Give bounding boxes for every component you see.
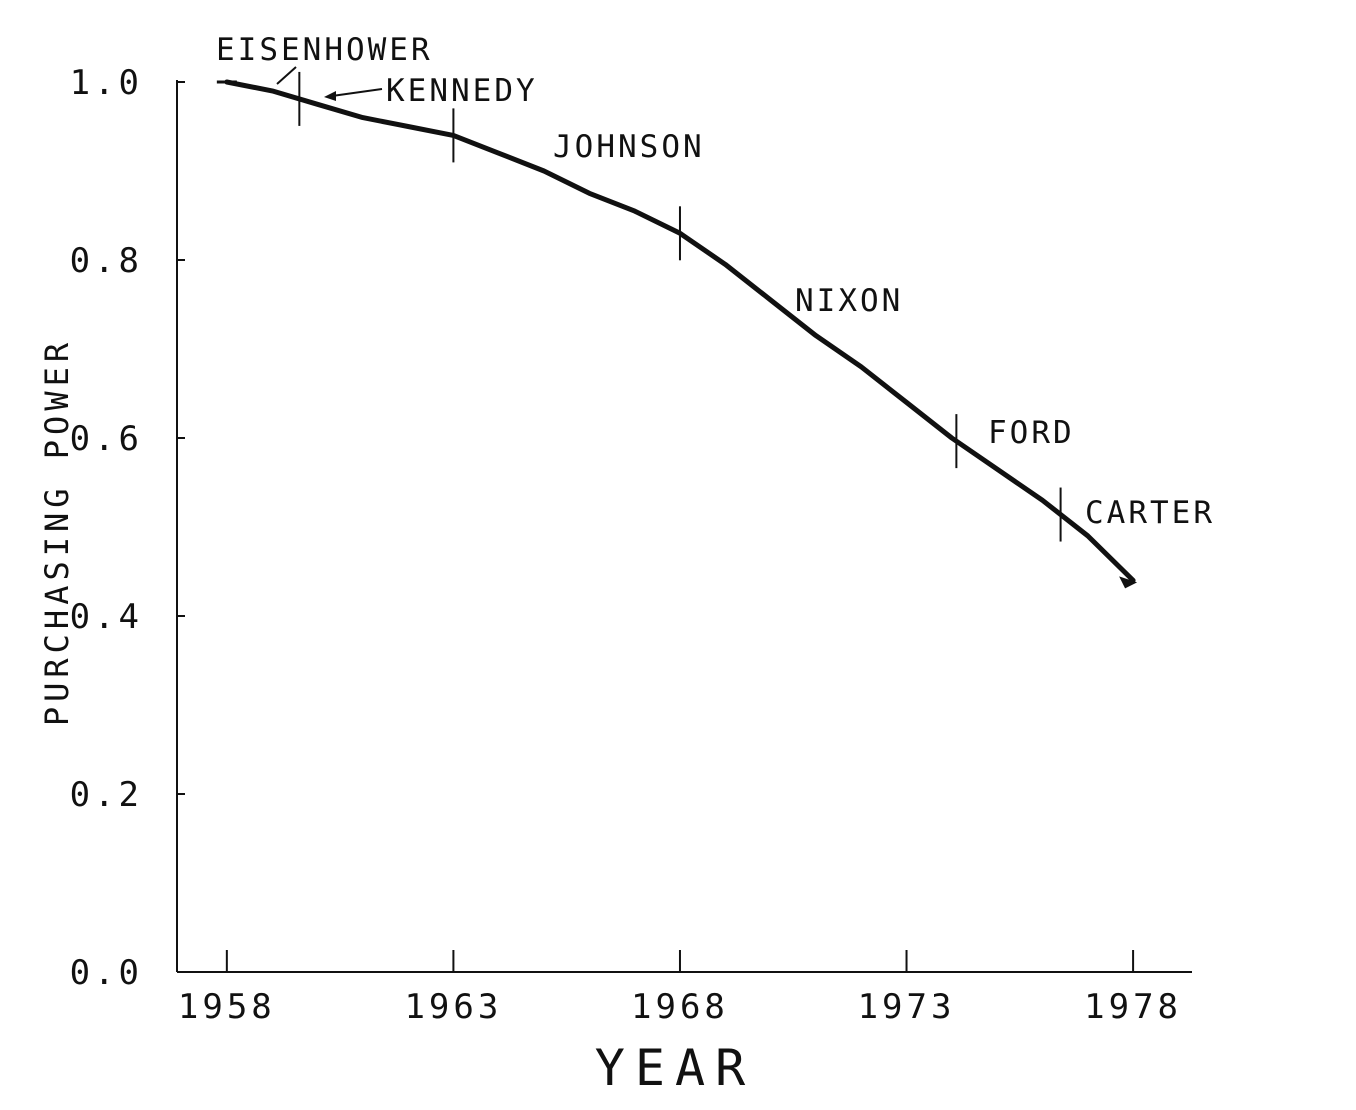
x-tick-label: 1973	[858, 987, 956, 1027]
president-label-nixon: NIXON	[795, 283, 903, 319]
y-tick-label: 0.6	[70, 419, 143, 459]
president-label-ford: FORD	[988, 415, 1075, 451]
x-axis-title: YEAR	[595, 1039, 755, 1097]
president-labels: EISENHOWER KENNEDY JOHNSON NIXON FORD CARTER	[216, 32, 1215, 531]
x-tick-label: 1963	[404, 987, 502, 1027]
president-label-johnson: JOHNSON	[553, 129, 705, 165]
y-tick-label: 0.0	[70, 953, 143, 993]
y-tick-label: 0.4	[70, 597, 143, 637]
y-tick-label: 0.2	[70, 775, 143, 815]
y-tick-label: 1.0	[70, 63, 143, 103]
kennedy-pointer	[331, 88, 383, 97]
x-tick-label: 1958	[178, 987, 276, 1027]
term-boundary-marks	[216, 71, 1062, 542]
y-tick-label: 0.8	[70, 241, 143, 281]
y-axis-title: PURCHASING POWER	[38, 338, 76, 726]
axes	[176, 80, 1192, 973]
president-label-eisenhower: EISENHOWER	[216, 32, 433, 68]
series-end-arrow	[1119, 576, 1138, 589]
eisenhower-pointer	[276, 66, 297, 85]
president-label-carter: CARTER	[1085, 495, 1215, 531]
president-label-kennedy: KENNEDY	[386, 73, 538, 109]
x-tick-label: 1968	[631, 987, 729, 1027]
kennedy-pointer-head	[324, 91, 336, 101]
x-tick-label: 1978	[1084, 987, 1182, 1027]
tick-labels: 0.0 0.2 0.4 0.6 0.8 1.0 1958 1963 1968 1973 1978	[70, 63, 1182, 1027]
